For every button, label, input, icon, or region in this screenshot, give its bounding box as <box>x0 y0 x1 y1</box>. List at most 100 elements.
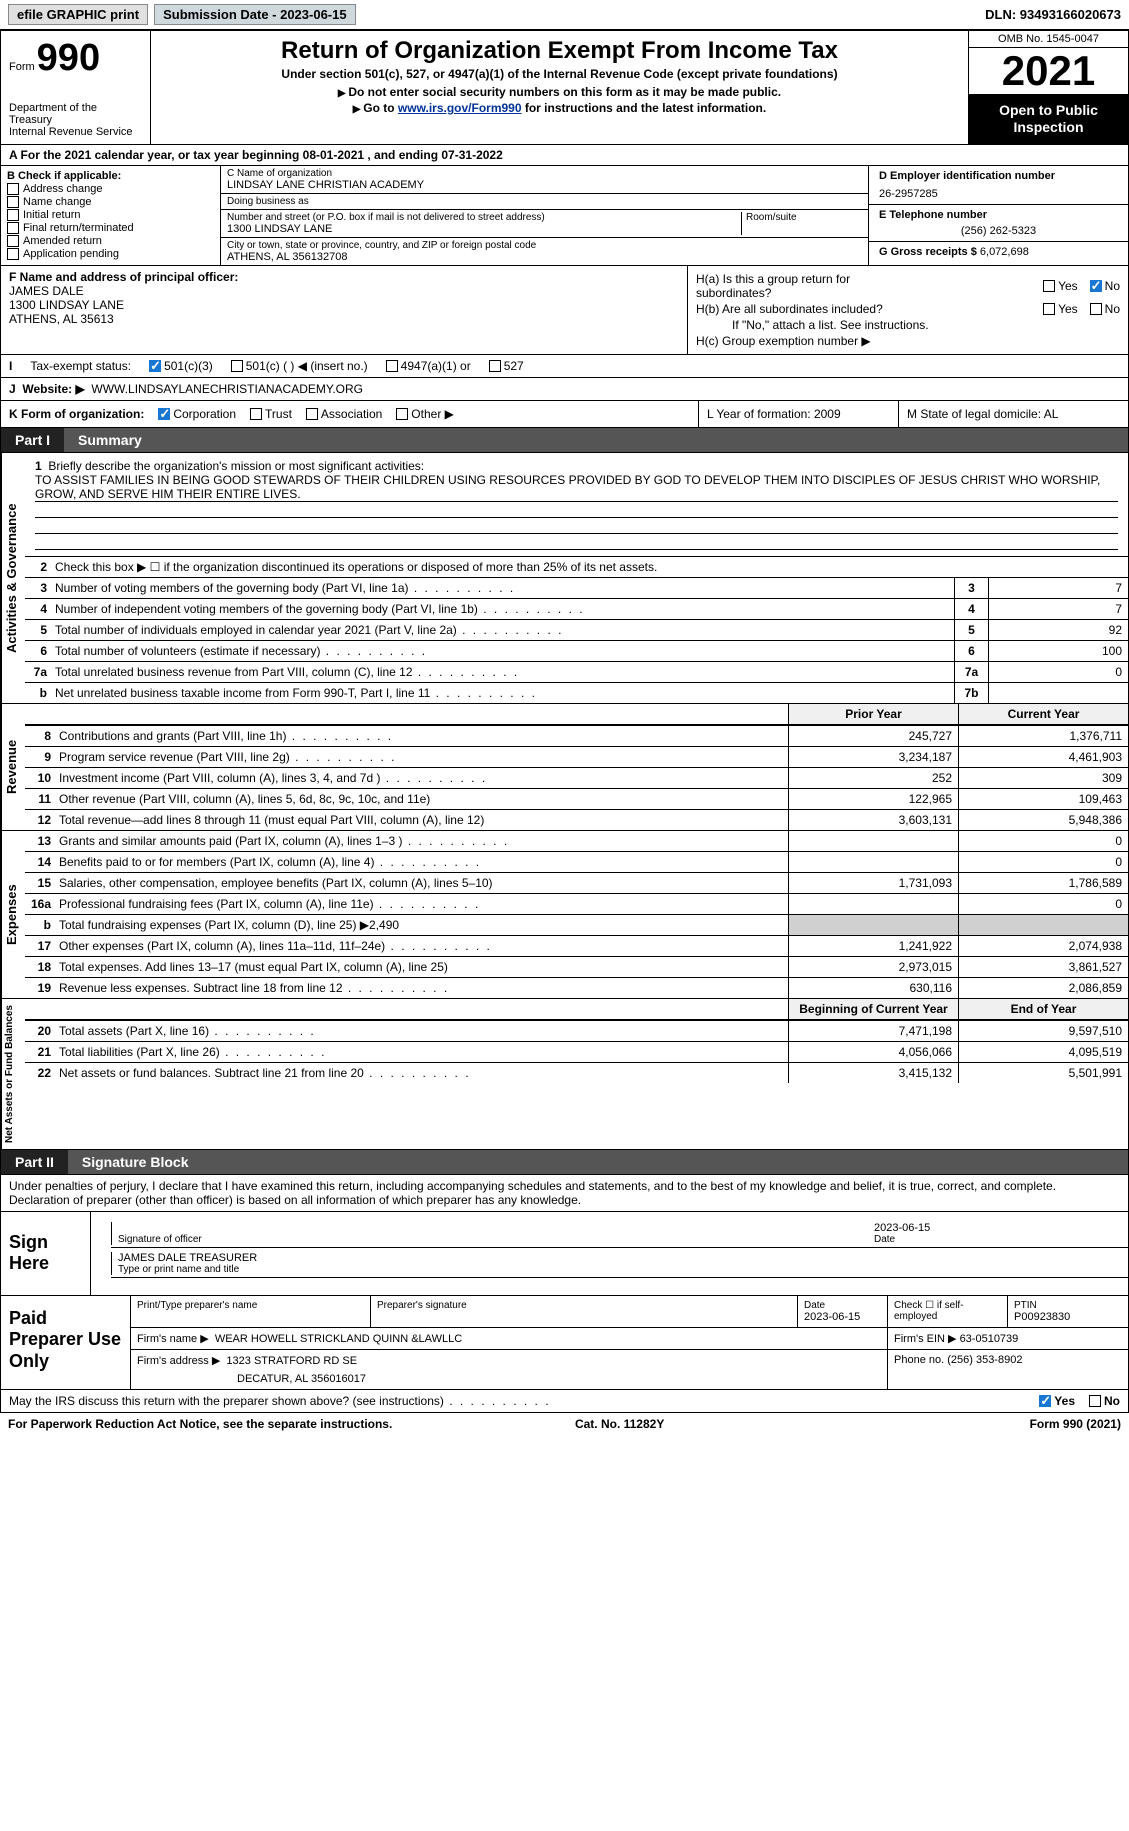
ein-value: 26-2957285 <box>879 188 1118 200</box>
row-a-tax-year: A For the 2021 calendar year, or tax yea… <box>0 145 1129 166</box>
efile-print-button[interactable]: efile GRAPHIC print <box>8 4 148 25</box>
chk-address-change[interactable] <box>7 183 19 195</box>
submission-date: Submission Date - 2023-06-15 <box>154 4 356 25</box>
val-5: 92 <box>988 620 1128 640</box>
part1-header: Part I Summary <box>0 428 1129 453</box>
form-subtitle: Under section 501(c), 527, or 4947(a)(1)… <box>191 67 928 81</box>
chk-501c3[interactable] <box>149 360 161 372</box>
firm-phone: (256) 353-8902 <box>947 1354 1022 1366</box>
bcy-hdr: Beginning of Current Year <box>788 999 958 1019</box>
mission-text: TO ASSIST FAMILIES IN BEING GOOD STEWARD… <box>35 473 1118 502</box>
dept-treasury: Department of the Treasury <box>9 102 142 126</box>
dln: DLN: 93493166020673 <box>985 7 1121 22</box>
eoy-hdr: End of Year <box>958 999 1128 1019</box>
chk-application-pending[interactable] <box>7 248 19 260</box>
ha-no[interactable] <box>1090 280 1102 292</box>
val-7a: 0 <box>988 662 1128 682</box>
chk-4947[interactable] <box>386 360 398 372</box>
phone-label: E Telephone number <box>879 209 1118 221</box>
irs-yes[interactable] <box>1039 1395 1051 1407</box>
state-domicile: M State of legal domicile: AL <box>898 401 1128 427</box>
block-b-c-d: B Check if applicable: Address change Na… <box>0 166 1129 266</box>
chk-trust[interactable] <box>250 408 262 420</box>
ha-label: H(a) Is this a group return for subordin… <box>696 272 926 300</box>
form-label-footer: Form 990 (2021) <box>1030 1417 1121 1431</box>
form-header: Form 990 Department of the Treasury Inte… <box>0 30 1129 145</box>
website-value: WWW.LINDSAYLANECHRISTIANACADEMY.ORG <box>91 382 363 396</box>
chk-final-return[interactable] <box>7 222 19 234</box>
row-j-website: J Website: ▶ WWW.LINDSAYLANECHRISTIANACA… <box>0 378 1129 401</box>
chk-501c[interactable] <box>231 360 243 372</box>
gross-receipts-value: 6,072,698 <box>980 246 1029 258</box>
current-year-hdr: Current Year <box>958 704 1128 724</box>
street-label: Number and street (or P.O. box if mail i… <box>227 212 737 223</box>
chk-corporation[interactable] <box>158 408 170 420</box>
preparer-block: Paid Preparer Use Only Print/Type prepar… <box>0 1296 1129 1390</box>
col-b-label: B Check if applicable: <box>7 170 214 182</box>
org-name: LINDSAY LANE CHRISTIAN ACADEMY <box>227 179 862 191</box>
phone-value: (256) 262-5323 <box>879 225 1118 237</box>
org-name-label: C Name of organization <box>227 168 862 179</box>
dba-label: Doing business as <box>227 196 862 207</box>
chk-527[interactable] <box>489 360 501 372</box>
gross-receipts-label: G Gross receipts $ <box>879 246 977 258</box>
hb-no[interactable] <box>1090 303 1102 315</box>
block-f-h: F Name and address of principal officer:… <box>0 266 1129 355</box>
form-number: Form 990 <box>9 37 142 80</box>
firm-name: WEAR HOWELL STRICKLAND QUINN &LAWLLC <box>215 1333 462 1345</box>
expenses-section: Expenses 13Grants and similar amounts pa… <box>0 831 1129 999</box>
val-7b <box>988 683 1128 703</box>
revenue-section: Revenue Prior YearCurrent Year 8Contribu… <box>0 704 1129 831</box>
cat-no: Cat. No. 11282Y <box>575 1417 664 1431</box>
chk-initial-return[interactable] <box>7 209 19 221</box>
top-bar: efile GRAPHIC print Submission Date - 20… <box>0 0 1129 30</box>
sign-block: Sign Here Signature of officer 2023-06-1… <box>0 1212 1129 1296</box>
val-3: 7 <box>988 578 1128 598</box>
side-na: Net Assets or Fund Balances <box>1 999 25 1149</box>
hc-label: H(c) Group exemption number ▶ <box>696 334 871 348</box>
instructions-line: Go to www.irs.gov/Form990 for instructio… <box>191 101 928 115</box>
city-label: City or town, state or province, country… <box>227 240 862 251</box>
sign-here-label: Sign Here <box>1 1212 91 1295</box>
year-formation: L Year of formation: 2009 <box>698 401 898 427</box>
form990-link[interactable]: www.irs.gov/Form990 <box>398 101 522 115</box>
row-i-tax-status: I Tax-exempt status: 501(c)(3) 501(c) ( … <box>0 355 1129 378</box>
ssn-warning: Do not enter social security numbers on … <box>191 85 928 99</box>
ha-yes[interactable] <box>1043 280 1055 292</box>
city-value: ATHENS, AL 356132708 <box>227 251 862 263</box>
chk-other[interactable] <box>396 408 408 420</box>
val-4: 7 <box>988 599 1128 619</box>
officer-street: 1300 LINDSAY LANE <box>9 298 679 312</box>
val-6: 100 <box>988 641 1128 661</box>
room-label: Room/suite <box>746 212 862 223</box>
open-to-public: Open to Public Inspection <box>969 94 1128 144</box>
side-ag: Activities & Governance <box>1 453 25 703</box>
declaration: Under penalties of perjury, I declare th… <box>0 1175 1129 1212</box>
hb-note: If "No," attach a list. See instructions… <box>696 318 1120 332</box>
street-value: 1300 LINDSAY LANE <box>227 223 737 235</box>
irs-label: Internal Revenue Service <box>9 126 142 138</box>
prior-year-hdr: Prior Year <box>788 704 958 724</box>
row-k: K Form of organization: Corporation Trus… <box>0 401 1129 428</box>
mission-label: Briefly describe the organization's miss… <box>48 459 424 473</box>
hb-yes[interactable] <box>1043 303 1055 315</box>
officer-city: ATHENS, AL 35613 <box>9 312 679 326</box>
irs-no[interactable] <box>1089 1395 1101 1407</box>
omb-number: OMB No. 1545-0047 <box>969 31 1128 48</box>
officer-signed-name: JAMES DALE TREASURER <box>118 1252 1128 1264</box>
side-rev: Revenue <box>1 704 25 830</box>
officer-label: F Name and address of principal officer: <box>9 270 679 284</box>
ein-label: D Employer identification number <box>879 170 1118 182</box>
firm-ein: 63-0510739 <box>960 1333 1019 1345</box>
paid-preparer-label: Paid Preparer Use Only <box>1 1296 131 1389</box>
chk-association[interactable] <box>306 408 318 420</box>
line2: Check this box ▶ ☐ if the organization d… <box>51 557 1128 577</box>
side-exp: Expenses <box>1 831 25 998</box>
firm-address: 1323 STRATFORD RD SE <box>226 1355 357 1367</box>
hb-label: H(b) Are all subordinates included? <box>696 302 926 316</box>
part2-header: Part II Signature Block <box>0 1150 1129 1175</box>
irs-discuss-row: May the IRS discuss this return with the… <box>0 1390 1129 1413</box>
netassets-section: Net Assets or Fund Balances Beginning of… <box>0 999 1129 1150</box>
chk-amended-return[interactable] <box>7 235 19 247</box>
chk-name-change[interactable] <box>7 196 19 208</box>
